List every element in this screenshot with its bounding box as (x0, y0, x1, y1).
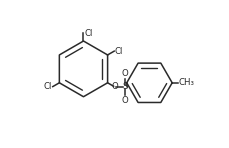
Text: Cl: Cl (44, 82, 52, 91)
Text: S: S (122, 82, 127, 91)
Text: CH₃: CH₃ (178, 78, 194, 87)
Text: Cl: Cl (114, 47, 123, 56)
Text: O: O (121, 69, 128, 78)
Text: O: O (121, 96, 128, 105)
Text: O: O (111, 82, 117, 91)
Text: Cl: Cl (84, 29, 92, 38)
